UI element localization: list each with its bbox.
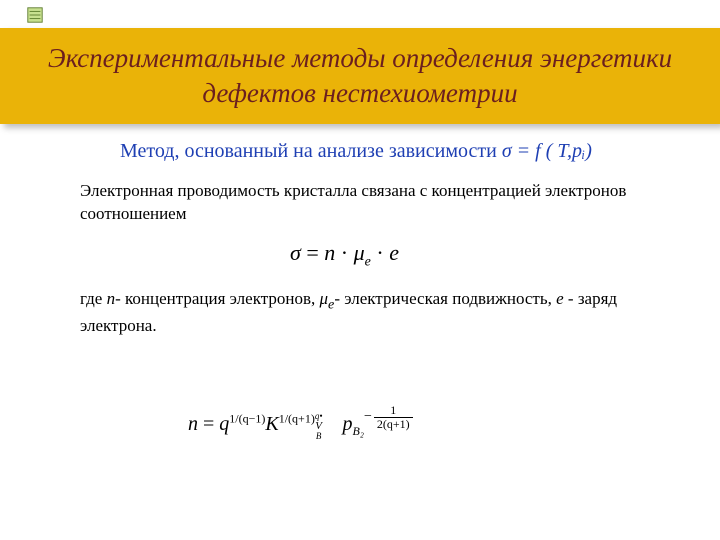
p2-e: e	[556, 289, 564, 308]
f2-p-sub: B₂	[352, 424, 364, 438]
f2-q-exp: 1/(q−1)	[229, 411, 265, 425]
f2-K-sup: 1/(q+1)	[279, 411, 315, 425]
f2-eq: =	[198, 413, 219, 435]
f2-frac-num: 1	[374, 404, 413, 418]
paragraph-2: где n- концентрация электронов, μ e- элек…	[80, 288, 660, 337]
f1-eq: =	[301, 240, 324, 265]
slide-title: Экспериментальные методы определения эне…	[0, 41, 720, 111]
p2-b: - концентрация электронов,	[115, 289, 319, 308]
subtitle: Метод, основанный на анализе зависимости…	[120, 140, 592, 163]
f2-neg: −	[364, 409, 372, 424]
p2-a: где	[80, 289, 107, 308]
p2-c: - электрическая подвижность,	[334, 289, 556, 308]
p2-mu: μ	[320, 289, 329, 308]
subtitle-text: Метод, основанный на анализе зависимости	[120, 140, 502, 162]
f2-K-sub: q•VB	[315, 412, 323, 441]
f1-e: e	[389, 240, 399, 265]
f2-p: p	[342, 413, 352, 435]
f2-K-sub-low: B	[315, 432, 323, 441]
f2-n: n	[188, 413, 198, 435]
f1-mu: μ	[354, 240, 365, 265]
subtitle-formula: σ = f ( T,pᵢ)	[502, 140, 592, 162]
bullet-icon	[26, 6, 44, 24]
f2-q: q	[219, 413, 229, 435]
f1-dot1: ·	[335, 240, 353, 265]
title-bar: Экспериментальные методы определения эне…	[0, 28, 720, 124]
f1-dot2: ·	[371, 240, 389, 265]
formula-n: n = q1/(q−1)K1/(q+1)q•VB pB₂−12(q+1)	[188, 408, 415, 439]
paragraph-1: Электронная проводимость кристалла связа…	[80, 180, 660, 226]
f1-n: n	[324, 240, 335, 265]
f2-frac: 12(q+1)	[374, 404, 413, 430]
f2-frac-den: 2(q+1)	[374, 418, 413, 431]
f1-sigma: σ	[290, 240, 301, 265]
f2-K: K	[265, 413, 278, 435]
p2-n: n	[107, 289, 116, 308]
formula-sigma: σ = n · μe · e	[290, 240, 399, 270]
